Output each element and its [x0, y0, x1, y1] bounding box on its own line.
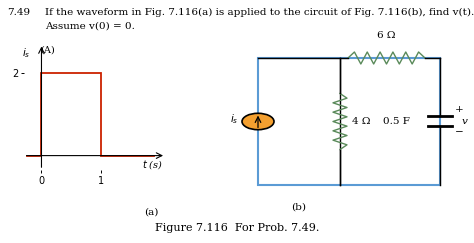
Text: +: +: [455, 104, 464, 113]
Text: Assume v(0) = 0.: Assume v(0) = 0.: [45, 22, 135, 31]
Text: 0.5 F: 0.5 F: [383, 117, 410, 126]
Text: (A): (A): [40, 46, 55, 55]
Text: (b): (b): [292, 203, 307, 212]
Text: 6 Ω: 6 Ω: [377, 31, 396, 40]
Text: (a): (a): [145, 208, 159, 217]
Text: $t$ (s): $t$ (s): [142, 158, 163, 171]
Text: $i_s$: $i_s$: [22, 46, 31, 60]
Text: 7.49: 7.49: [7, 8, 30, 17]
Text: −: −: [455, 129, 464, 138]
Bar: [258, 58, 440, 185]
Text: Figure 7.116  For Prob. 7.49.: Figure 7.116 For Prob. 7.49.: [155, 223, 319, 233]
Text: $i_s$: $i_s$: [230, 113, 239, 126]
Text: If the waveform in Fig. 7.116(a) is applied to the circuit of Fig. 7.116(b), fin: If the waveform in Fig. 7.116(a) is appl…: [45, 8, 474, 17]
Text: 4 Ω: 4 Ω: [352, 117, 371, 126]
Text: v: v: [462, 117, 468, 126]
Circle shape: [242, 113, 274, 130]
